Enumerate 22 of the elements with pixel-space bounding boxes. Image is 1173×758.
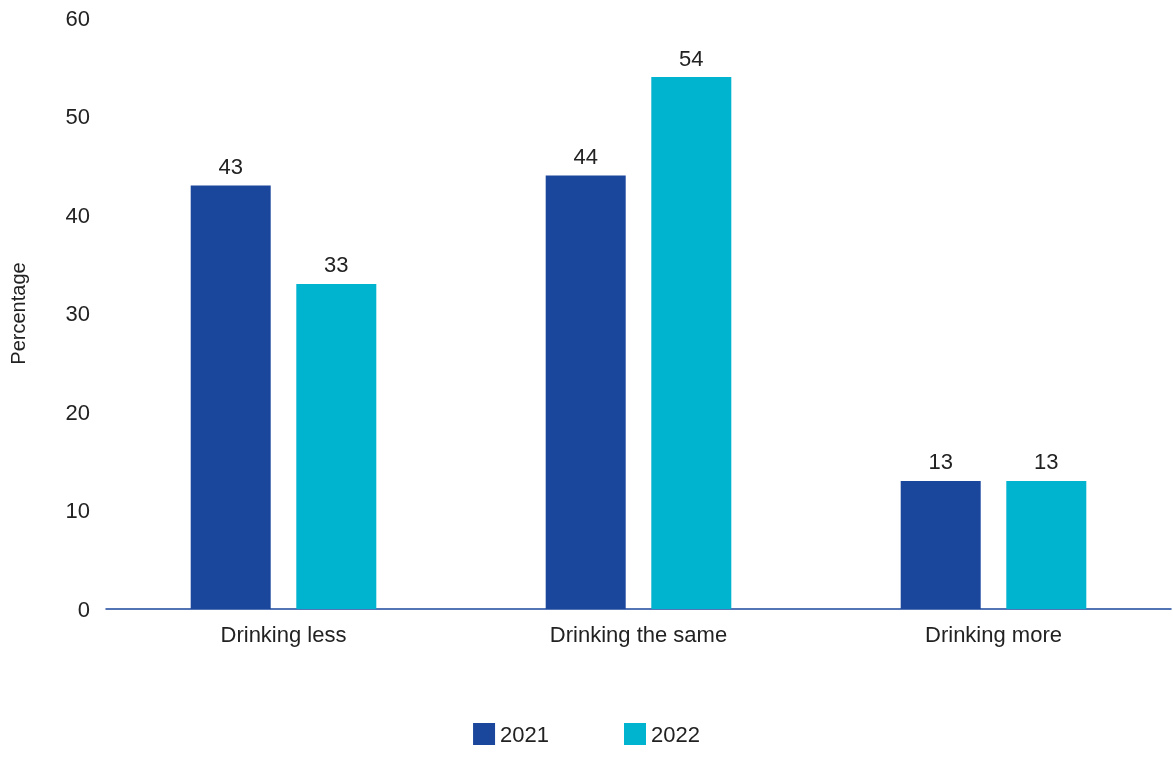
y-tick-label: 40 bbox=[65, 202, 90, 228]
y-tick-label: 20 bbox=[65, 399, 90, 425]
bar bbox=[651, 77, 732, 609]
y-tick-label: 0 bbox=[77, 596, 90, 622]
data-label: 44 bbox=[573, 144, 598, 170]
data-label: 13 bbox=[928, 449, 953, 475]
y-tick-label: 60 bbox=[65, 5, 90, 31]
x-tick-label: Drinking the same bbox=[549, 621, 728, 647]
legend-label: 2022 bbox=[651, 721, 700, 747]
y-tick-label: 50 bbox=[65, 104, 90, 129]
x-tick-label: Drinking more bbox=[925, 621, 1062, 647]
data-label: 43 bbox=[218, 153, 243, 179]
y-axis-title: Percentage bbox=[7, 262, 29, 365]
y-tick-label: 30 bbox=[65, 301, 90, 326]
data-label: 13 bbox=[1034, 449, 1059, 475]
legend-label: 2021 bbox=[500, 721, 550, 747]
y-tick-label: 10 bbox=[65, 498, 90, 523]
bar bbox=[296, 283, 377, 609]
data-label: 54 bbox=[679, 45, 704, 71]
data-label: 33 bbox=[324, 252, 349, 278]
bar bbox=[1006, 480, 1087, 609]
x-tick-label: Drinking less bbox=[220, 621, 347, 647]
